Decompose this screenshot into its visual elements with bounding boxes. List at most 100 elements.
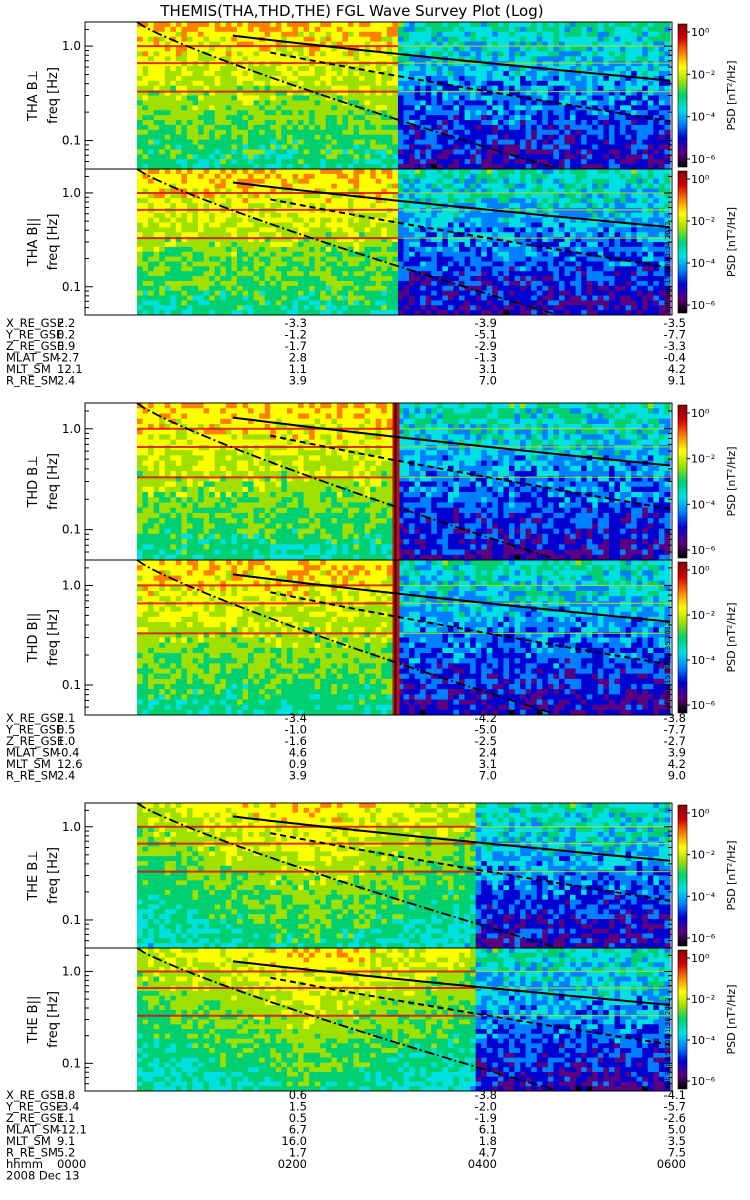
spectrogram-cell [336, 188, 344, 194]
spectrogram-cell [425, 41, 432, 48]
spectrogram-cell [664, 36, 671, 43]
spectrogram-cell [403, 129, 410, 136]
spectrogram-cell [531, 154, 538, 160]
spectrogram-cell [503, 85, 510, 92]
spectrogram-cell [164, 305, 171, 311]
spectrogram-cell [275, 237, 282, 243]
spectrogram-cell [403, 285, 410, 292]
spectrogram-cell [253, 129, 260, 136]
spectrogram-cell [486, 149, 493, 155]
spectrogram-cell [198, 305, 205, 311]
spectrogram-cell [286, 203, 294, 209]
spectrogram-cell [431, 66, 438, 72]
spectrogram-cell [175, 183, 183, 190]
spectrogram-cell [414, 310, 421, 315]
spectrogram-cell [508, 251, 516, 258]
spectrogram-cell [514, 31, 521, 38]
spectrogram-cell [536, 154, 543, 160]
spectrogram-cell [259, 188, 266, 194]
spectrogram-cell [442, 115, 449, 121]
spectrogram-cell [220, 22, 227, 28]
spectrogram-cell [631, 80, 638, 87]
spectrogram-cell [431, 149, 438, 155]
spectrogram-cell [436, 256, 443, 263]
spectrogram-cell [547, 22, 554, 28]
spectrogram-cell [375, 66, 382, 72]
spectrogram-cell [270, 80, 277, 87]
spectrogram-cell [431, 305, 438, 311]
spectrogram-cell [198, 169, 205, 175]
spectrogram-cell [414, 193, 421, 199]
spectrogram-cell [220, 41, 227, 48]
spectrogram-cell [236, 164, 244, 169]
spectrogram-cell [603, 115, 610, 121]
spectrogram-cell [397, 256, 405, 263]
spectrogram-cell [558, 134, 566, 141]
spectrogram-cell [553, 71, 560, 77]
spectrogram-cell [364, 90, 371, 97]
spectrogram-cell [447, 169, 455, 175]
spectrogram-cell [620, 31, 627, 38]
spectrogram-cell [259, 90, 266, 97]
spectrogram-cell [270, 120, 277, 126]
spectrogram-cell [186, 227, 194, 233]
spectrogram-cell [242, 212, 249, 219]
spectrogram-cell [309, 169, 316, 175]
spectrogram-cell [520, 100, 527, 106]
spectrogram-cell [392, 129, 399, 136]
spectrogram-cell [198, 237, 205, 243]
spectrogram-cell [564, 105, 571, 111]
spectrogram-cell [431, 129, 438, 136]
spectrogram-cell [192, 149, 199, 155]
spectrogram-cell [347, 188, 355, 194]
spectrogram-cell [525, 164, 532, 169]
spectrogram-cell [486, 271, 493, 277]
spectrogram-cell [447, 237, 455, 243]
spectrogram-cell [137, 256, 144, 263]
spectrogram-cell [614, 144, 621, 150]
spectrogram-cell [508, 61, 516, 67]
spectrogram-cell [281, 115, 288, 121]
spectrogram-cell [270, 159, 277, 165]
spectrogram-cell [148, 188, 155, 194]
spectrogram-cell [281, 188, 288, 194]
spectrogram-cell [375, 271, 382, 277]
spectrogram-cell [459, 46, 466, 52]
spectrogram-cell [303, 149, 310, 155]
spectrogram-cell [397, 310, 405, 315]
spectrogram-cell [514, 75, 521, 82]
spectrogram-cell [359, 290, 366, 297]
spectrogram-cell [209, 100, 216, 106]
spectrogram-cell [292, 237, 299, 243]
spectrogram-cell [431, 295, 438, 301]
spectrogram-cell [248, 85, 255, 92]
spectrogram-cell [320, 300, 327, 306]
spectrogram-cell [497, 71, 505, 77]
spectrogram-cell [275, 115, 282, 121]
spectrogram-cell [464, 95, 471, 101]
spectrogram-cell [603, 66, 610, 72]
spectrogram-cell [492, 237, 499, 243]
spectrogram-cell [203, 95, 210, 101]
spectrogram-cell [209, 222, 216, 228]
spectrogram-cell [614, 31, 621, 38]
spectrogram-cell [359, 124, 366, 131]
spectrogram-cell [492, 178, 499, 185]
spectrogram-cell [353, 31, 360, 38]
spectrogram-cell [281, 266, 288, 272]
spectrogram-cell [342, 266, 349, 272]
spectrogram-cell [497, 26, 505, 33]
spectrogram-cell [597, 66, 604, 72]
spectrogram-cell [614, 154, 621, 160]
spectrogram-cell [270, 271, 277, 277]
spectrogram-cell [570, 80, 577, 87]
spectrogram-cell [558, 56, 566, 62]
spectrogram-cell [175, 144, 183, 150]
spectrogram-cell [420, 75, 427, 82]
spectrogram-cell [364, 134, 371, 141]
spectrogram-cell [231, 232, 238, 238]
spectrogram-cell [525, 85, 532, 92]
spectrogram-cell [270, 56, 277, 62]
spectrogram-cell [442, 193, 449, 199]
spectrogram-cell [137, 56, 144, 62]
